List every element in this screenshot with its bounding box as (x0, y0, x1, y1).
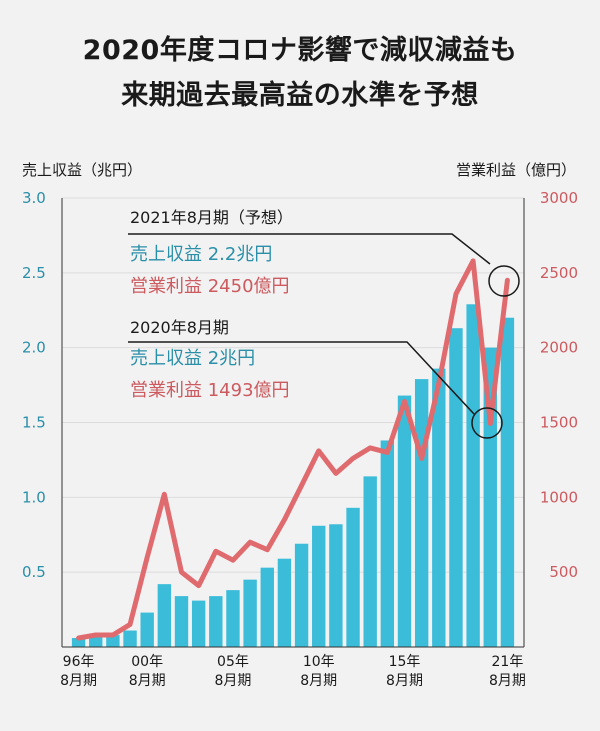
revenue-bar-08 (277, 558, 292, 647)
revenue-bars (71, 304, 515, 647)
revenue-bar-00 (140, 612, 154, 647)
left-tick-label: 1.0 (22, 488, 46, 506)
annotation-2020-revenue: 売上収益 2兆円 (130, 348, 255, 369)
revenue-bar-12 (346, 507, 360, 647)
revenue-bar-02 (174, 596, 189, 647)
left-axis-ticks: 0.5 1.0 1.5 2.0 2.5 3.0 (22, 189, 46, 581)
x-tick-label: 15年 (389, 654, 421, 670)
x-tick-label: 96年 (63, 654, 95, 670)
revenue-bar-99 (123, 630, 137, 647)
revenue-bar-13 (363, 476, 377, 647)
x-tick-label: 8月期 (386, 673, 423, 689)
right-axis-ticks: 500 1000 1500 2000 2500 3000 (540, 189, 578, 581)
x-tick-label: 8月期 (129, 673, 166, 689)
right-axis-label: 営業利益（億円） (456, 161, 576, 179)
annotation-2021-leader (128, 233, 491, 265)
annotation-2020-leader (128, 341, 475, 415)
annotation-2020: 2020年8月期 売上収益 2兆円 営業利益 1493億円 (128, 318, 503, 439)
revenue-bar-16 (414, 379, 429, 647)
x-axis-ticks: 96年 8月期 00年 8月期 05年 8月期 10年 8月期 15年 8月期 21年 8月期 (60, 654, 526, 689)
revenue-bar-19 (466, 304, 480, 647)
annotation-2020-profit: 営業利益 1493億円 (130, 380, 290, 401)
right-tick-label: 2000 (540, 339, 578, 357)
revenue-bar-06 (243, 579, 257, 647)
revenue-bar-14 (380, 440, 395, 647)
revenue-bar-05 (226, 590, 240, 647)
x-tick-label: 8月期 (60, 673, 97, 689)
annotation-2021-period: 2021年8月期（予想） (130, 208, 293, 227)
x-tick-label: 8月期 (300, 673, 337, 689)
left-tick-label: 3.0 (22, 189, 46, 207)
revenue-bar-09 (294, 543, 309, 647)
left-axis-label: 売上収益（兆円） (22, 161, 142, 179)
chart-title: 2020年度コロナ影響で減収減益も 来期過去最高益の水準を予想 (0, 28, 600, 118)
left-tick-label: 1.5 (22, 414, 46, 432)
revenue-bar-01 (157, 584, 172, 647)
left-tick-label: 2.5 (22, 264, 46, 282)
right-tick-label: 1500 (540, 414, 578, 432)
revenue-bar-15 (397, 395, 412, 647)
x-tick-label: 8月期 (215, 673, 252, 689)
x-tick-label: 05年 (217, 654, 249, 670)
left-tick-label: 2.0 (22, 339, 46, 357)
annotation-2020-period: 2020年8月期 (130, 318, 229, 337)
annotations: 2021年8月期（予想） 売上収益 2.2兆円 営業利益 2450億円 2020… (128, 208, 520, 439)
revenue-bar-97 (89, 635, 103, 647)
revenue-bar-98 (106, 635, 120, 647)
chart-title-line-2: 来期過去最高益の水準を予想 (121, 80, 479, 111)
annotation-2021: 2021年8月期（予想） 売上収益 2.2兆円 営業利益 2450億円 (128, 208, 520, 297)
operating-profit-line (76, 258, 510, 641)
right-tick-label: 3000 (540, 189, 578, 207)
x-tick-label: 8月期 (489, 673, 526, 689)
revenue-bar-03 (191, 600, 206, 647)
revenue-bar-17 (432, 368, 446, 647)
chart-title-line-1: 2020年度コロナ影響で減収減益も (82, 35, 518, 66)
revenue-bar-20 (483, 347, 497, 647)
revenue-bar-21 (500, 317, 515, 647)
x-tick-label: 00年 (131, 654, 163, 670)
revenue-bar-04 (209, 596, 223, 647)
left-tick-label: 0.5 (22, 563, 46, 581)
revenue-bar-18 (449, 328, 463, 647)
annotation-2020-marker (471, 407, 503, 439)
annotation-2021-profit: 営業利益 2450億円 (130, 276, 290, 297)
right-tick-label: 1000 (540, 488, 578, 506)
x-tick-label: 10年 (303, 654, 335, 670)
revenue-bar-96 (71, 638, 86, 647)
revenue-bar-07 (260, 567, 274, 647)
right-tick-label: 500 (549, 563, 578, 581)
revenue-bar-10 (312, 525, 326, 647)
revenue-bar-11 (329, 524, 343, 647)
right-tick-label: 2500 (540, 264, 578, 282)
annotation-2021-revenue: 売上収益 2.2兆円 (130, 244, 272, 265)
annotation-2021-marker (488, 265, 520, 297)
x-tick-label: 21年 (492, 654, 524, 670)
